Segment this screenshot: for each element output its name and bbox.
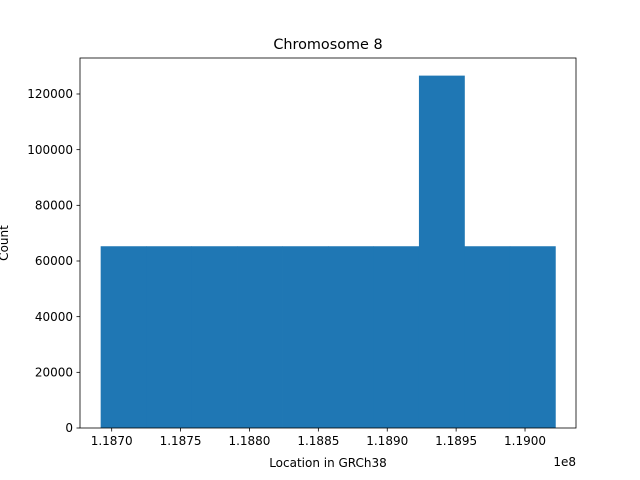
y-axis-label: Count [0, 225, 11, 261]
histogram-bar [100, 246, 147, 428]
x-axis-label: Location in GRCh38 [269, 456, 387, 470]
x-tick-label: 1.1870 [91, 434, 133, 448]
x-tick-label: 1.1895 [435, 434, 477, 448]
x-tick-label: 1.1900 [504, 434, 546, 448]
x-axis-ticks: 1.1870 1.1875 1.1880 1.1885 1.1890 1.1895 1.19… [91, 428, 546, 448]
histogram-bar [464, 246, 511, 428]
y-tick-label: 0 [65, 421, 73, 435]
histogram-bar [373, 246, 420, 428]
y-axis-ticks: 0 20000 40000 60000 80000 100000 120000 [27, 87, 80, 435]
y-tick-label: 80000 [35, 199, 73, 213]
plot-frame [79, 57, 577, 429]
y-tick-label: 40000 [35, 310, 73, 324]
x-tick-label: 1.1885 [297, 434, 339, 448]
histogram-bar [282, 246, 329, 428]
histogram-bar [509, 246, 556, 428]
x-axis-offset-label: 1e8 [553, 455, 576, 469]
bars-group [100, 75, 556, 428]
histogram-bar [418, 75, 465, 428]
y-tick-label: 120000 [27, 87, 73, 101]
histogram-bar [237, 246, 283, 428]
x-tick-label: 1.1875 [160, 434, 202, 448]
y-tick-label: 60000 [35, 254, 73, 268]
histogram-bar [328, 246, 374, 428]
y-tick-label: 20000 [35, 366, 73, 380]
chart-title: Chromosome 8 [273, 37, 382, 53]
x-tick-label: 1.1880 [228, 434, 270, 448]
histogram-bar [191, 246, 238, 428]
x-tick-label: 1.1890 [366, 434, 408, 448]
y-tick-label: 100000 [27, 143, 73, 157]
histogram-bar [146, 246, 192, 428]
